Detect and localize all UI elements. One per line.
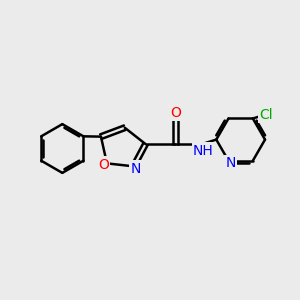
- Text: N: N: [131, 162, 141, 176]
- Text: N: N: [226, 156, 236, 170]
- Text: O: O: [170, 106, 181, 120]
- Text: Cl: Cl: [260, 108, 273, 122]
- Text: O: O: [98, 158, 109, 172]
- Text: NH: NH: [193, 144, 214, 158]
